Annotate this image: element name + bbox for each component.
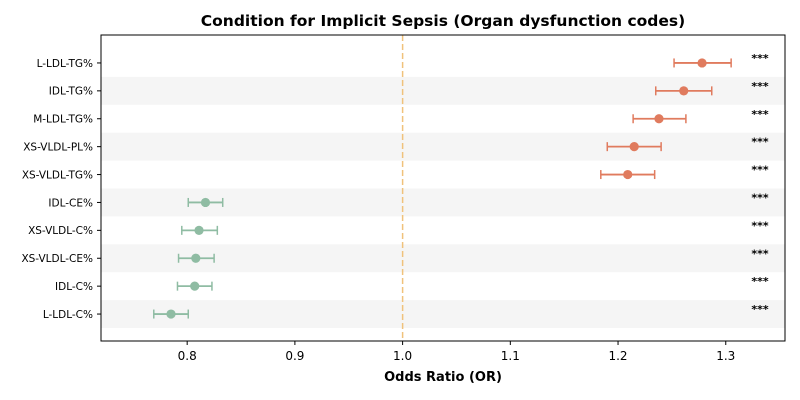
or-point: [629, 142, 639, 152]
y-tick-label: XS-VLDL-TG%: [22, 169, 93, 181]
x-tick-label: 0.9: [285, 349, 304, 363]
y-tick-label: L-LDL-C%: [43, 309, 93, 321]
y-tick-label: IDL-TG%: [49, 86, 93, 98]
x-tick-label: 0.8: [178, 349, 197, 363]
or-point: [697, 58, 707, 68]
x-tick-label: 1.3: [716, 349, 735, 363]
x-tick-label: 1.0: [393, 349, 412, 363]
or-marker-row: [187, 197, 224, 208]
significance-label: ***: [751, 80, 769, 93]
or-point: [166, 309, 176, 319]
or-point: [190, 281, 200, 291]
significance-label: ***: [751, 247, 769, 260]
significance-label: ***: [751, 164, 769, 177]
or-point: [623, 169, 633, 180]
y-tick-label: XS-VLDL-C%: [28, 225, 93, 237]
row-bands: [101, 76, 785, 328]
y-tick-label: XS-VLDL-PL%: [23, 141, 93, 153]
x-tick-label: 1.2: [608, 349, 627, 363]
x-tick-label: 1.1: [501, 349, 520, 363]
y-tick-label: IDL-CE%: [48, 197, 93, 209]
significance-label: ***: [751, 108, 769, 121]
or-marker-row: [673, 58, 732, 68]
y-tick-label: IDL-C%: [55, 281, 93, 293]
or-point: [194, 225, 204, 235]
or-marker-row: [153, 309, 190, 319]
y-axis: L-LDL-TG% IDL-TG% M-LDL-TG% XS-VLDL-PL% XS-V…: [21, 58, 101, 321]
chart-title: Condition for Implicit Sepsis (Organ dys…: [201, 12, 685, 30]
significance-label: ***: [751, 191, 769, 204]
or-marker-row: [176, 281, 213, 291]
or-point: [191, 253, 201, 263]
or-point: [654, 114, 664, 124]
significance-label: ***: [751, 275, 769, 288]
or-marker-row: [177, 253, 215, 263]
or-point: [679, 86, 689, 96]
or-marker-row: [606, 142, 662, 152]
x-axis: 0.8 0.9 1.0 1.1 1.2 1.3: [178, 341, 735, 363]
row-band: [101, 132, 785, 161]
row-band: [101, 300, 785, 328]
y-tick-label: L-LDL-TG%: [37, 58, 93, 70]
y-tick-label: M-LDL-TG%: [33, 114, 93, 126]
or-marker-row: [632, 114, 687, 124]
significance-label: ***: [751, 52, 769, 65]
or-marker-row: [654, 86, 713, 96]
or-point: [200, 197, 211, 208]
significance-label: ***: [751, 136, 769, 149]
significance-label: ***: [751, 219, 769, 232]
significance-label: ***: [751, 303, 769, 316]
or-marker-row: [600, 169, 656, 180]
data-marks: *** *** *** *** *** *** *** *** *** ***: [153, 52, 769, 319]
y-tick-label: XS-VLDL-CE%: [21, 253, 93, 265]
row-band: [101, 244, 785, 273]
x-axis-label: Odds Ratio (OR): [384, 370, 502, 385]
or-marker-row: [181, 225, 219, 235]
plot-frame: [100, 34, 786, 342]
